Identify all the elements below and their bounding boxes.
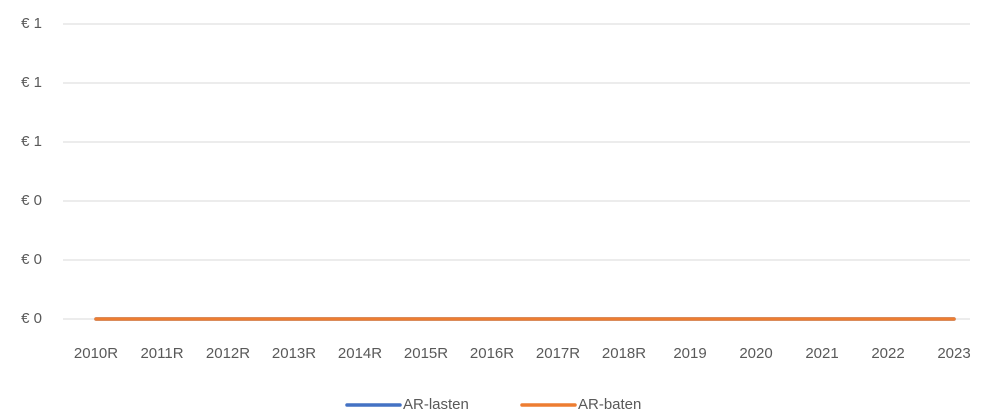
y-tick-label: € 0 [21,310,42,327]
x-tick-label: 2013R [272,345,316,362]
x-tick-label: 2020 [739,345,772,362]
x-tick-label: 2010R [74,345,118,362]
y-tick-label: € 1 [21,133,42,150]
legend-label: AR-lasten [403,396,469,413]
x-tick-label: 2012R [206,345,250,362]
x-tick-label: 2023 [937,345,970,362]
legend-label: AR-baten [578,396,641,413]
x-tick-label: 2017R [536,345,580,362]
x-tick-label: 2014R [338,345,382,362]
x-tick-label: 2022 [871,345,904,362]
x-tick-label: 2019 [673,345,706,362]
x-tick-label: 2011R [140,345,183,362]
x-tick-label: 2021 [805,345,838,362]
y-tick-label: € 1 [21,74,42,91]
y-tick-label: € 1 [21,15,42,32]
x-tick-label: 2015R [404,345,448,362]
x-tick-label: 2018R [602,345,646,362]
y-tick-label: € 0 [21,192,42,209]
x-tick-label: 2016R [470,345,514,362]
y-tick-label: € 0 [21,251,42,268]
